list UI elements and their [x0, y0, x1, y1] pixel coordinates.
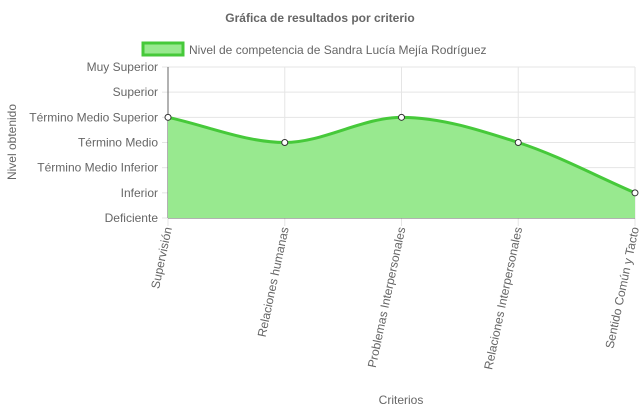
y-tick-label: Término Medio Superior: [29, 110, 158, 124]
y-axis-title: Nivel obtenido: [5, 104, 19, 180]
x-tick-label: Relaciones humanas: [255, 226, 292, 339]
y-tick-label: Muy Superior: [87, 60, 158, 74]
data-point-1: [164, 113, 172, 121]
data-point-5: [631, 189, 639, 197]
data-point-3: [398, 113, 405, 121]
x-axis-ticks: Supervisión Relaciones humanas Problemas I…: [148, 225, 639, 370]
y-tick-label: Término Medio Inferior: [37, 161, 158, 175]
x-axis-title: Criterios: [379, 393, 424, 407]
y-tick-label: Término Medio: [78, 136, 158, 150]
x-tick-label: Relaciones Interpersonales: [481, 226, 525, 371]
y-tick-label: Inferior: [121, 186, 158, 200]
series-area-fill: [168, 117, 635, 218]
y-tick-label: Superior: [113, 85, 158, 99]
data-point-2: [281, 139, 289, 146]
data-point-4: [514, 139, 522, 146]
legend[interactable]: Nivel de competencia de Sandra Lucía Mej…: [141, 41, 487, 57]
plot-area: [164, 113, 639, 218]
legend-swatch[interactable]: [141, 41, 185, 57]
x-tick-label: Sentido Común y Tacto: [602, 225, 639, 349]
legend-label[interactable]: Nivel de competencia de Sandra Lucía Mej…: [189, 43, 487, 57]
chart-title: Gráfica de resultados por criterio: [225, 11, 414, 25]
x-tick-label: Supervisión: [148, 226, 175, 290]
x-tick-label: Problemas Interpersonales: [365, 226, 409, 369]
y-axis-ticks: Deficiente Inferior Término Medio Inferior…: [29, 60, 158, 225]
y-tick-label: Deficiente: [105, 211, 159, 225]
